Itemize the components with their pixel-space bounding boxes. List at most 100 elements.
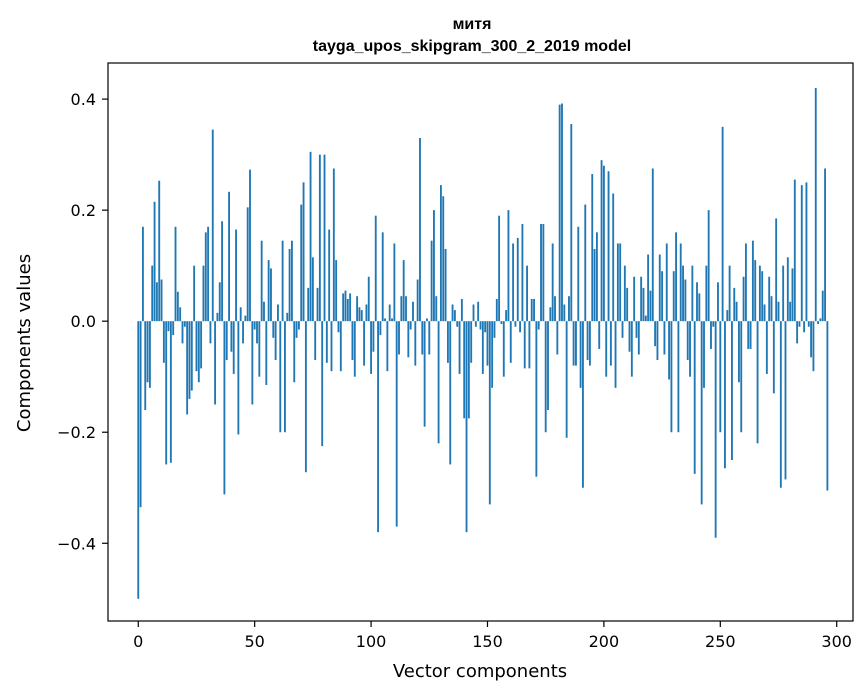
bar [602,165,605,322]
bar [789,301,792,322]
bar [626,287,629,322]
bar [565,321,568,438]
bar [288,249,291,322]
bar [717,282,719,322]
bar [649,290,652,322]
bar [377,321,379,533]
bar [211,129,214,322]
bar [300,204,303,322]
bar [297,321,300,330]
bar [407,321,410,358]
bar [684,279,687,322]
bar [409,321,412,330]
bar [488,321,491,505]
bar [279,321,282,433]
bar [286,312,289,322]
bar [533,298,535,322]
bar [456,321,459,327]
bar [433,210,435,322]
bar [514,321,517,327]
bar [505,310,508,322]
bar [654,321,657,347]
bar [772,321,775,394]
bar [458,321,461,374]
y-tick-label: −0.4 [57,534,96,553]
y-tick-label: 0.4 [71,90,96,109]
bar [353,321,356,377]
bar [316,287,319,322]
bar [777,301,780,322]
bar [158,180,161,322]
bar [775,218,778,322]
bar [663,321,666,355]
bar [765,321,768,374]
bar [381,232,384,322]
bar [419,137,421,322]
bar [726,310,729,322]
bar [332,168,335,322]
bar [274,321,277,361]
bar [807,321,810,327]
bar [607,171,610,322]
bar [414,321,417,366]
bar [183,321,186,327]
bar [186,321,189,415]
bar [416,279,419,322]
bar [756,321,759,444]
bar [609,321,612,366]
bar [195,321,198,372]
bar [232,321,235,374]
bar [477,301,480,322]
bar [554,296,556,322]
bar [528,321,531,369]
bar [588,321,591,366]
bar [218,282,221,322]
bar [693,321,696,474]
bar [786,257,789,322]
bar [810,321,813,358]
bar [616,243,619,322]
bar [796,321,799,344]
bar [470,321,473,363]
bar [493,321,496,338]
bar [749,321,752,349]
bar [460,298,463,322]
bar [162,321,165,363]
bar [263,301,265,322]
bar [395,321,398,527]
bar [798,321,801,327]
bar [391,318,393,322]
bar [498,215,501,322]
bar [221,221,224,322]
bar [437,321,440,444]
bar [449,321,452,465]
bar [761,271,764,322]
bar [342,293,345,322]
bar [302,182,305,322]
bar [167,321,170,332]
bar [197,321,200,383]
bar [426,318,428,322]
bar [237,321,240,435]
x-tick-label: 0 [133,632,143,651]
bar [230,321,233,352]
bar [239,307,242,322]
x-tick-label: 50 [244,632,264,651]
bar [705,265,708,322]
bar [435,296,438,322]
bar [630,321,633,377]
bar [349,293,352,322]
bar [281,240,284,322]
bar [579,321,582,388]
bar [169,321,172,463]
bar [770,296,773,322]
bar [465,321,468,533]
bar [351,321,354,361]
bar [551,243,554,322]
bar [265,321,268,386]
bar [290,240,293,322]
bar [731,321,733,460]
bar [751,240,754,322]
bar [698,293,701,322]
bar [633,276,636,322]
